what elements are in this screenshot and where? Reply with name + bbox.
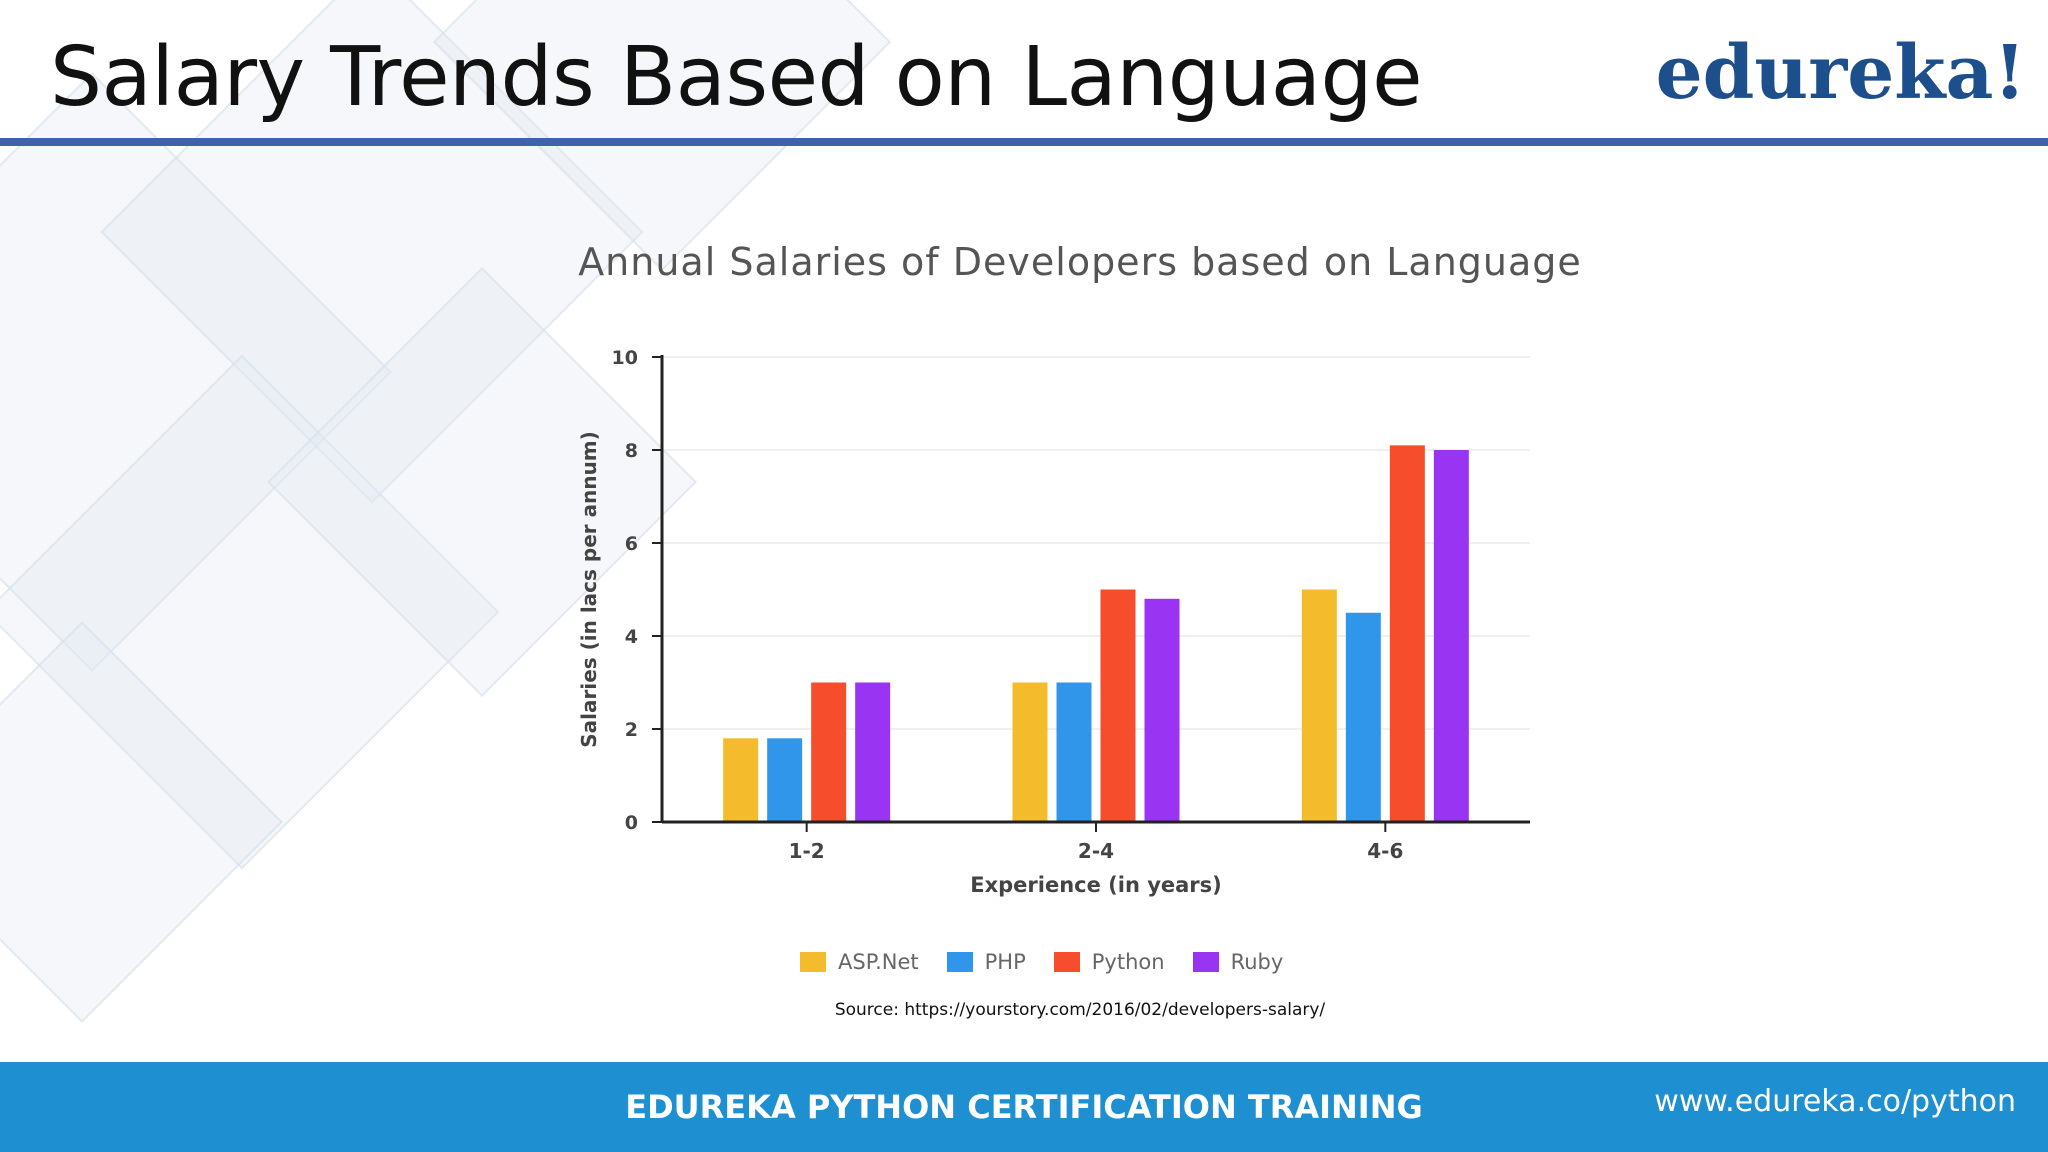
legend-swatch	[1192, 952, 1219, 972]
y-tick-label: 8	[625, 440, 638, 462]
chart-legend: ASP.Net PHP Python Ruby	[800, 944, 1283, 980]
bar-php	[767, 738, 803, 822]
y-tick-label: 0	[625, 812, 638, 834]
legend-swatch	[800, 952, 826, 972]
y-tick-label: 6	[625, 533, 638, 555]
slide-title: Salary Trends Based on Language	[50, 30, 1423, 125]
legend-item[interactable]: Ruby	[1192, 950, 1284, 974]
y-tick-label: 4	[625, 626, 638, 648]
x-axis-label: Experience (in years)	[970, 873, 1222, 897]
bar-asp-net	[1301, 589, 1337, 822]
legend-item[interactable]: PHP	[946, 950, 1026, 974]
bar-python	[811, 682, 847, 822]
legend-label: ASP.Net	[838, 950, 919, 974]
x-tick-label: 1-2	[789, 839, 825, 863]
legend-item[interactable]: Python	[1053, 950, 1165, 974]
footer-url: www.edureka.co/python	[1654, 1084, 2016, 1119]
footer-bar: EDUREKA PYTHON CERTIFICATION TRAINING ww…	[0, 1062, 2048, 1152]
footer-title: EDUREKA PYTHON CERTIFICATION TRAINING	[625, 1088, 1423, 1126]
y-tick-label: 2	[625, 719, 638, 741]
header-divider	[0, 138, 2048, 146]
legend-item[interactable]: ASP.Net	[800, 950, 919, 974]
y-tick-label: 10	[612, 347, 638, 369]
y-axis-label: Salaries (in lacs per annum)	[577, 431, 601, 748]
bar-python	[1389, 445, 1425, 822]
x-tick-label: 2-4	[1078, 839, 1114, 863]
bar-ruby	[855, 682, 891, 822]
legend-swatch	[946, 952, 973, 972]
edureka-logo: edureka!	[1655, 30, 2026, 116]
source-citation: Source: https://yourstory.com/2016/02/de…	[834, 1000, 1326, 1020]
bar-ruby	[1433, 450, 1469, 822]
bar-php	[1056, 682, 1092, 822]
legend-swatch	[1053, 952, 1080, 972]
bar-php	[1345, 612, 1381, 822]
chart-title: Annual Salaries of Developers based on L…	[578, 240, 1582, 284]
bar-asp-net	[723, 738, 759, 822]
bar-asp-net	[1012, 682, 1048, 822]
legend-label: PHP	[984, 950, 1026, 974]
bar-ruby	[1144, 598, 1180, 822]
legend-label: Python	[1091, 950, 1165, 974]
x-tick-label: 4-6	[1367, 839, 1403, 863]
bar-python	[1100, 589, 1136, 822]
legend-label: Ruby	[1230, 950, 1284, 974]
